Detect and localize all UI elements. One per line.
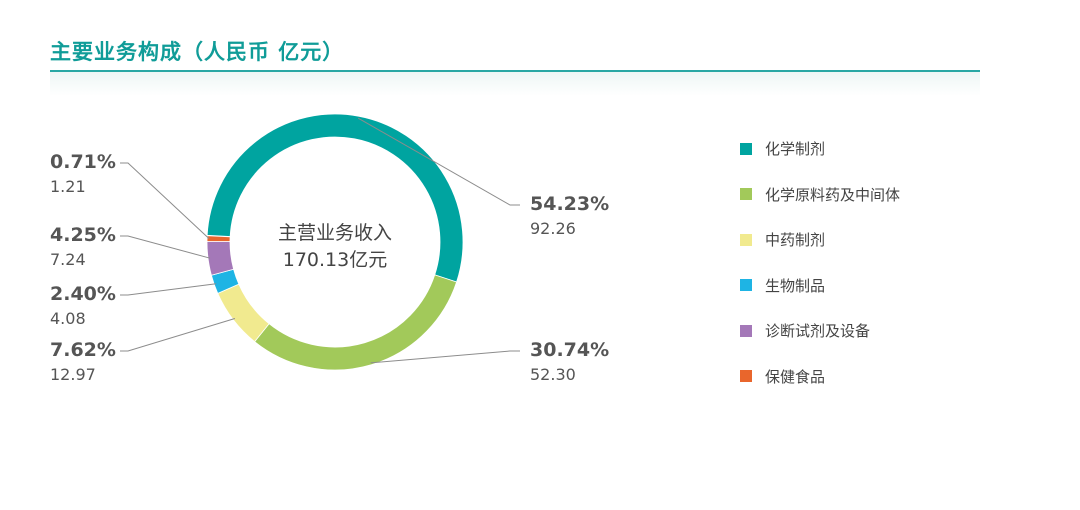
leader-line <box>120 162 210 239</box>
donut-slice <box>217 283 270 343</box>
slice-percent-label: 2.40% <box>50 283 116 305</box>
donut-slice <box>206 241 235 276</box>
donut-slices <box>206 113 464 371</box>
legend-item: 诊断试剂及设备 <box>740 308 900 354</box>
donut-slice <box>206 113 464 283</box>
legend-label: 保健食品 <box>765 367 826 386</box>
legend-swatch <box>740 370 752 383</box>
slice-value-label: 52.30 <box>530 365 576 384</box>
slice-percent-label: 0.71% <box>50 151 116 173</box>
slice-value-label: 4.08 <box>50 309 86 328</box>
leader-line <box>370 350 520 364</box>
donut-slice <box>254 274 458 371</box>
slice-value-label: 92.26 <box>530 219 576 238</box>
donut-slice <box>206 235 231 242</box>
legend: 化学制剂 化学原料药及中间体 中药制剂 生物制品 诊断试剂及设备 保健食品 <box>740 126 900 399</box>
slice-labels: 54.23% 92.26 30.74% 52.30 7.62% 12.97 2.40% 4.0… <box>50 151 609 384</box>
legend-item: 化学原料药及中间体 <box>740 172 900 218</box>
leader-lines <box>120 117 520 364</box>
chart-title: 主要业务构成（人民币 亿元） <box>50 40 345 64</box>
legend-label: 诊断试剂及设备 <box>765 322 871 341</box>
legend-item: 生物制品 <box>740 263 900 309</box>
title-shadow <box>50 72 980 96</box>
slice-value-label: 1.21 <box>50 177 86 196</box>
legend-label: 化学制剂 <box>765 140 826 159</box>
slice-value-label: 7.24 <box>50 250 86 269</box>
legend-swatch <box>740 324 752 337</box>
legend-swatch <box>740 142 752 155</box>
leader-line <box>120 318 236 352</box>
legend-label: 生物制品 <box>765 276 826 295</box>
center-label-title: 主营业务收入 <box>278 222 392 244</box>
legend-label: 化学原料药及中间体 <box>765 185 901 204</box>
legend-item: 化学制剂 <box>740 126 900 172</box>
legend-swatch <box>740 279 752 292</box>
legend-swatch <box>740 233 752 246</box>
leader-line <box>120 235 211 259</box>
center-label-total: 170.13亿元 <box>283 249 387 271</box>
slice-percent-label: 4.25% <box>50 224 116 246</box>
legend-item: 中药制剂 <box>740 217 900 263</box>
slice-percent-label: 30.74% <box>530 339 609 361</box>
title-divider <box>50 70 980 72</box>
legend-item: 保健食品 <box>740 354 900 400</box>
leader-line <box>357 117 520 206</box>
slice-percent-label: 54.23% <box>530 193 609 215</box>
legend-swatch <box>740 188 752 201</box>
legend-label: 中药制剂 <box>765 231 826 250</box>
slice-value-label: 12.97 <box>50 365 96 384</box>
slice-percent-label: 7.62% <box>50 339 116 361</box>
leader-line <box>120 283 217 296</box>
